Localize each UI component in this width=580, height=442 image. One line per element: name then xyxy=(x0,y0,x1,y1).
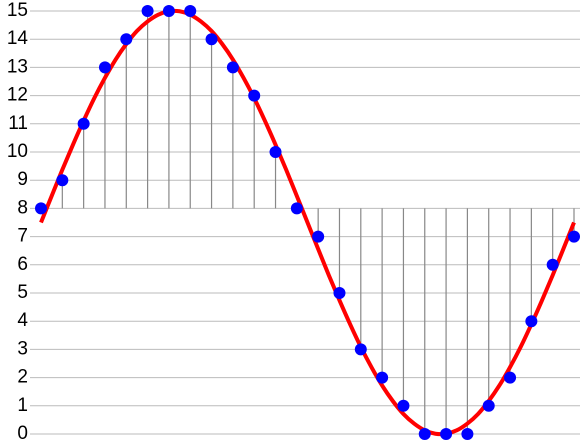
sample-point xyxy=(226,61,239,74)
sample-point xyxy=(35,202,47,215)
y-tick-label: 15 xyxy=(7,0,28,21)
sample-point xyxy=(312,230,325,243)
y-tick-label: 12 xyxy=(7,85,28,106)
sample-point xyxy=(354,343,367,356)
y-tick-label: 1 xyxy=(17,395,28,416)
y-tick-label: 2 xyxy=(17,367,28,388)
sample-point xyxy=(418,428,431,440)
y-tick-label: 6 xyxy=(17,254,28,275)
y-tick-label: 11 xyxy=(8,113,28,134)
sample-point xyxy=(162,5,175,17)
sample-point xyxy=(77,117,90,130)
sample-point xyxy=(290,202,303,215)
sample-point xyxy=(482,399,495,412)
y-tick-label: 5 xyxy=(17,282,28,303)
sample-point xyxy=(440,428,453,440)
sample-point xyxy=(504,371,517,384)
sample-point xyxy=(248,89,261,102)
y-tick-label: 13 xyxy=(7,56,28,77)
y-tick-label: 9 xyxy=(17,169,28,190)
sample-point xyxy=(141,5,154,17)
sample-point xyxy=(98,61,111,74)
y-tick-label: 10 xyxy=(7,141,28,162)
y-tick-label: 3 xyxy=(17,338,28,359)
sample-point xyxy=(546,258,559,271)
sample-point xyxy=(525,315,538,328)
sample-point xyxy=(568,230,580,243)
sample-point xyxy=(376,371,389,384)
sample-point xyxy=(397,399,410,412)
sample-point xyxy=(205,33,218,46)
sample-point xyxy=(333,287,346,299)
sample-point xyxy=(461,428,474,440)
y-tick-label: 8 xyxy=(17,197,28,218)
y-tick-label: 14 xyxy=(7,28,29,49)
signal-curve xyxy=(39,8,576,437)
y-tick-label: 0 xyxy=(17,423,28,442)
sample-point xyxy=(184,5,197,17)
sample-point xyxy=(56,174,69,187)
y-tick-label: 4 xyxy=(17,310,28,331)
y-tick-label: 7 xyxy=(17,226,28,247)
sample-point xyxy=(120,33,133,46)
sample-point xyxy=(269,146,282,158)
